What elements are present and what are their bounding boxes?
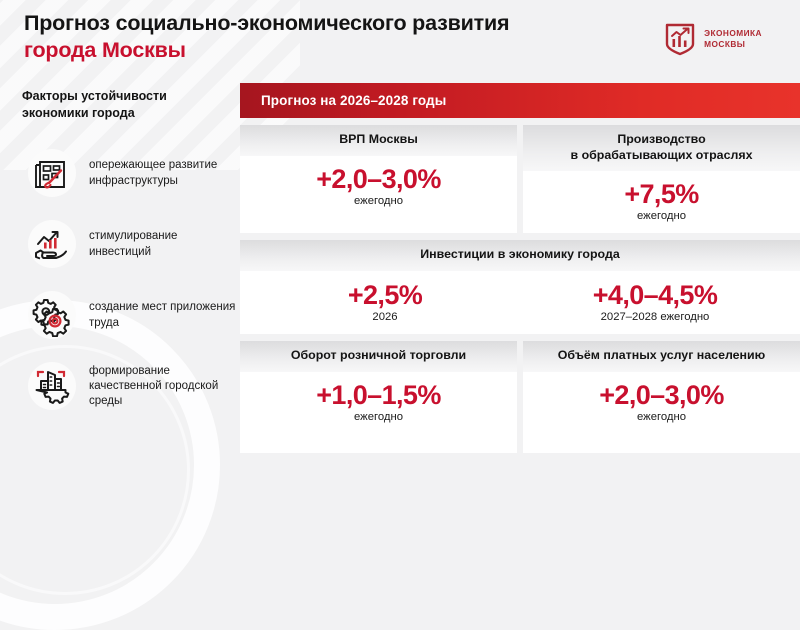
metric-card-retail: Оборот розничной торговли +1,0–1,5% ежег…	[240, 341, 517, 454]
factor-label-urban-environment: формирование качественной городской сред…	[89, 364, 219, 408]
metric-card-body: +2,0–3,0% ежегодно	[240, 155, 517, 234]
metric-card-header: Производство в обрабатывающих отраслях	[523, 125, 800, 172]
metric-card-title-manufacturing-line-2: в обрабатывающих отраслях	[570, 147, 753, 162]
metric-card-body: +2,0–3,0% ежегодно	[523, 371, 800, 454]
metric-card-body: +1,0–1,5% ежегодно	[240, 371, 517, 454]
logo: ЭКОНОМИКА МОСКВЫ	[665, 22, 762, 56]
sidebar-heading-line-2: экономики города	[22, 106, 135, 121]
metrics-row-1: ВРП Москвы +2,0–3,0% ежегодно Производст…	[240, 125, 800, 234]
metric-card-title-manufacturing-line-1: Производство	[617, 132, 706, 146]
sidebar-factors: Факторы устойчивости экономики города оп…	[22, 88, 237, 429]
metric-value-paid-services: +2,0–3,0%	[599, 379, 724, 410]
metric-card-title-paid-services: Объём платных услуг населению	[557, 348, 766, 363]
hand-growth-chart-icon	[22, 216, 80, 274]
metric-card-manufacturing: Производство в обрабатывающих отраслях +…	[523, 125, 800, 234]
page-title-line-1: Прогноз социально-экономического развити…	[24, 11, 510, 35]
metric-value-grp: +2,0–3,0%	[316, 163, 441, 194]
metric-value-sub-investments-2027-2028: 2027–2028 ежегодно	[600, 311, 710, 324]
metric-card-body: +2,5% 2026 +4,0–4,5% 2027–2028 ежегодно	[240, 271, 800, 335]
sidebar-heading-line-1: Факторы устойчивости	[22, 89, 167, 103]
city-buildings-gear-icon	[22, 358, 80, 416]
factor-item-urban-environment: формирование качественной городской сред…	[22, 358, 237, 416]
metric-card-body: +7,5% ежегодно	[523, 171, 800, 234]
metric-card-header: ВРП Москвы	[240, 125, 517, 156]
blueprint-pencil-icon	[22, 145, 80, 203]
sidebar-heading: Факторы устойчивости экономики города	[22, 88, 237, 123]
metric-value-investments-2027-2028: +4,0–4,5%	[592, 280, 718, 311]
forecast-banner-title: Прогноз на 2026–2028 годы	[261, 93, 447, 108]
factor-label-investments: стимулирование инвестиций	[89, 230, 178, 258]
metric-card-header: Оборот розничной торговли	[240, 341, 517, 372]
metrics-row-2: Инвестиции в экономику города +2,5% 2026…	[240, 240, 800, 335]
metric-card-header: Объём платных услуг населению	[523, 341, 800, 372]
gears-icon	[22, 287, 80, 345]
metrics-row-3: Оборот розничной торговли +1,0–1,5% ежег…	[240, 341, 800, 454]
metric-card-title-grp: ВРП Москвы	[339, 132, 418, 146]
page-header: Прогноз социально-экономического развити…	[24, 10, 644, 63]
metric-value-investments-2026: +2,5%	[347, 280, 423, 311]
metric-card-header: Инвестиции в экономику города	[240, 240, 800, 272]
logo-text: ЭКОНОМИКА МОСКВЫ	[704, 28, 762, 51]
metric-value-sub-investments-2026: 2026	[372, 311, 398, 324]
metric-value-manufacturing: +7,5%	[624, 179, 699, 210]
page-title-line-2: города Москвы	[24, 37, 186, 62]
logo-text-line-1: ЭКОНОМИКА	[704, 27, 762, 38]
forecast-banner: Прогноз на 2026–2028 годы	[240, 83, 800, 118]
logo-text-line-2: МОСКВЫ	[704, 39, 746, 49]
shield-chart-arrow-icon	[665, 23, 695, 56]
forecast-panel: Прогноз на 2026–2028 годы ВРП Москвы +2,…	[240, 83, 800, 454]
metric-card-grp: ВРП Москвы +2,0–3,0% ежегодно	[240, 125, 517, 234]
metric-card-investments: Инвестиции в экономику города +2,5% 2026…	[240, 240, 800, 335]
factor-item-infrastructure: опережающее развитие инфраструктуры	[22, 145, 237, 203]
metric-card-title-retail: Оборот розничной торговли	[290, 348, 467, 363]
factor-label-infrastructure: опережающее развитие инфраструктуры	[89, 159, 218, 187]
metric-card-title-investments: Инвестиции в экономику города	[420, 247, 620, 262]
metric-card-paid-services: Объём платных услуг населению +2,0–3,0% …	[523, 341, 800, 454]
factor-label-jobs: создание мест приложения труда	[89, 301, 236, 329]
metric-value-sub-paid-services: ежегодно	[636, 411, 686, 424]
factor-item-jobs: создание мест приложения труда	[22, 287, 237, 345]
metric-value-sub-manufacturing: ежегодно	[636, 210, 686, 223]
metric-value-sub-retail: ежегодно	[353, 411, 403, 424]
metric-value-sub-grp: ежегодно	[353, 194, 403, 207]
factor-item-investments: стимулирование инвестиций	[22, 216, 237, 274]
metric-value-block-2026: +2,5% 2026	[295, 280, 475, 323]
metric-value-block-2027-2028: +4,0–4,5% 2027–2028 ежегодно	[565, 280, 745, 323]
metric-value-retail: +1,0–1,5%	[316, 379, 441, 410]
